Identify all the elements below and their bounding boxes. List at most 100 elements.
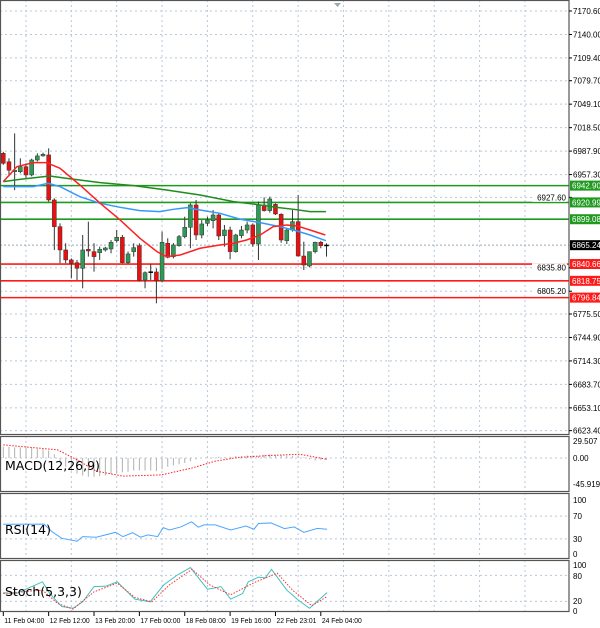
current-price-tag-label: 6865.24 — [572, 241, 600, 250]
resistance-price-tag — [570, 197, 600, 208]
price-tick-label: 7140.00 — [573, 30, 600, 39]
axes: 7170.60 7140.00 7109.40 7079.70 7049.10 7018.… — [2, 7, 600, 625]
price-tick-label: 6927.60 — [537, 193, 566, 202]
price-tick-label: 6835.80 — [537, 264, 566, 273]
candle-bull — [80, 249, 85, 269]
stoch-label: Stoch(5,3,3) — [5, 584, 82, 599]
chart-shift-marker-icon[interactable] — [334, 3, 341, 7]
price-tick-label: 6744.90 — [573, 333, 600, 342]
candle-bull — [131, 247, 136, 252]
candle-bull — [18, 166, 23, 172]
time-tick-label: 18 Feb 08:00 — [186, 618, 226, 625]
time-tick-label: 12 Feb 12:00 — [50, 618, 90, 625]
candle-bear — [227, 229, 233, 252]
grid — [0, 0, 569, 612]
price-tick-label: 6714.30 — [573, 357, 600, 366]
candle-bull — [108, 242, 114, 250]
candle-bull — [312, 242, 318, 252]
candle-bull — [114, 237, 119, 241]
price-tick-label: 7079.70 — [573, 77, 600, 86]
panel-frame — [0, 435, 570, 493]
candle-bull — [159, 242, 165, 281]
ma-fast-line — [2, 161, 326, 258]
candle-bull — [244, 224, 250, 231]
candle-bear — [154, 271, 159, 281]
rsi-label: RSI(14) — [5, 522, 51, 537]
price-tick-label-backing — [532, 263, 567, 273]
price-tick-label-backing — [532, 286, 567, 296]
candle-bear — [165, 243, 170, 258]
panel-frame — [0, 559, 570, 613]
indicator-axis-label: 100 — [573, 561, 587, 570]
panel-frames — [0, 0, 570, 613]
candle-bull — [142, 272, 148, 281]
time-tick-label: 13 Feb 20:00 — [95, 618, 135, 625]
candle-bull — [171, 244, 176, 257]
price-tick-label: 6683.70 — [573, 380, 600, 389]
indicators — [2, 444, 328, 610]
ma-slow-line — [3, 175, 326, 213]
price-tick-label: 6805.20 — [537, 287, 566, 296]
price-tick-label-backing — [532, 192, 567, 202]
candle-bear — [273, 204, 278, 215]
candle-bull — [125, 253, 131, 263]
rsi-line — [3, 521, 328, 542]
resistance-price-tag — [570, 214, 600, 225]
indicator-axis-label: 0 — [573, 607, 578, 616]
candle-bull — [35, 155, 40, 161]
candle-bear — [216, 214, 222, 237]
candle-bull — [103, 247, 108, 251]
candle-bear — [57, 226, 63, 251]
candle-bull — [267, 198, 273, 211]
candle-bear — [148, 271, 153, 273]
candle-bull — [284, 229, 290, 241]
support-resistance-levels — [0, 184, 569, 299]
resistance-price-tag-label: 6899.08 — [572, 215, 600, 224]
candle-bull — [29, 159, 34, 176]
support-price-tag — [570, 259, 600, 270]
time-tick-label: 19 Feb 16:00 — [231, 618, 271, 625]
candle-bear — [295, 221, 301, 257]
panel-frame — [0, 492, 570, 560]
candle-bull — [188, 204, 193, 228]
time-tick-label: 11 Feb 04:00 — [4, 618, 44, 625]
candle-bull — [210, 214, 216, 221]
support-price-tag-label: 6796.84 — [572, 294, 600, 303]
price-tick-label: 7049.10 — [573, 100, 600, 109]
candle-bear — [324, 244, 329, 247]
time-tick-label: 17 Feb 00:00 — [140, 618, 180, 625]
candle-bear — [46, 154, 51, 201]
candle-bull — [205, 219, 210, 224]
macd-label: MACD(12,26,9) — [5, 458, 100, 473]
stoch-signal-line — [3, 568, 328, 610]
candle-bear — [23, 166, 29, 176]
indicator-axis-label: 80 — [573, 572, 582, 581]
resistance-price-tag-label: 6942.90 — [572, 182, 600, 191]
indicator-axis-label: 0 — [573, 550, 578, 559]
price-tick-label: 6987.90 — [573, 147, 600, 156]
price-tick-label: 6775.50 — [573, 310, 600, 319]
candle-bear — [52, 199, 57, 227]
price-tick-label: 6623.40 — [573, 427, 600, 436]
candle-bull — [182, 227, 187, 237]
indicator-axis-label: -45.919 — [573, 480, 600, 489]
candle-bull — [256, 204, 261, 245]
price-tick-label: 7109.40 — [573, 54, 600, 63]
candle-bear — [1, 153, 6, 164]
candle-bear — [250, 224, 256, 245]
time-tick-label: 22 Feb 23:01 — [276, 618, 316, 625]
candle-bear — [318, 242, 324, 246]
indicator-axis-label: 30 — [573, 535, 582, 544]
panel-frame — [0, 0, 570, 436]
time-tick-label: 24 Feb 04:00 — [322, 618, 362, 625]
moving-averages — [2, 161, 327, 258]
candle-bear — [69, 259, 74, 264]
candle-bull — [222, 229, 227, 236]
candle-bull — [307, 251, 312, 267]
support-price-tag-label: 6818.75 — [572, 277, 600, 286]
macd-signal-line — [3, 444, 327, 477]
price-tick-label: 7170.60 — [573, 7, 600, 16]
candle-bull — [97, 249, 102, 253]
support-price-tag — [570, 292, 600, 303]
